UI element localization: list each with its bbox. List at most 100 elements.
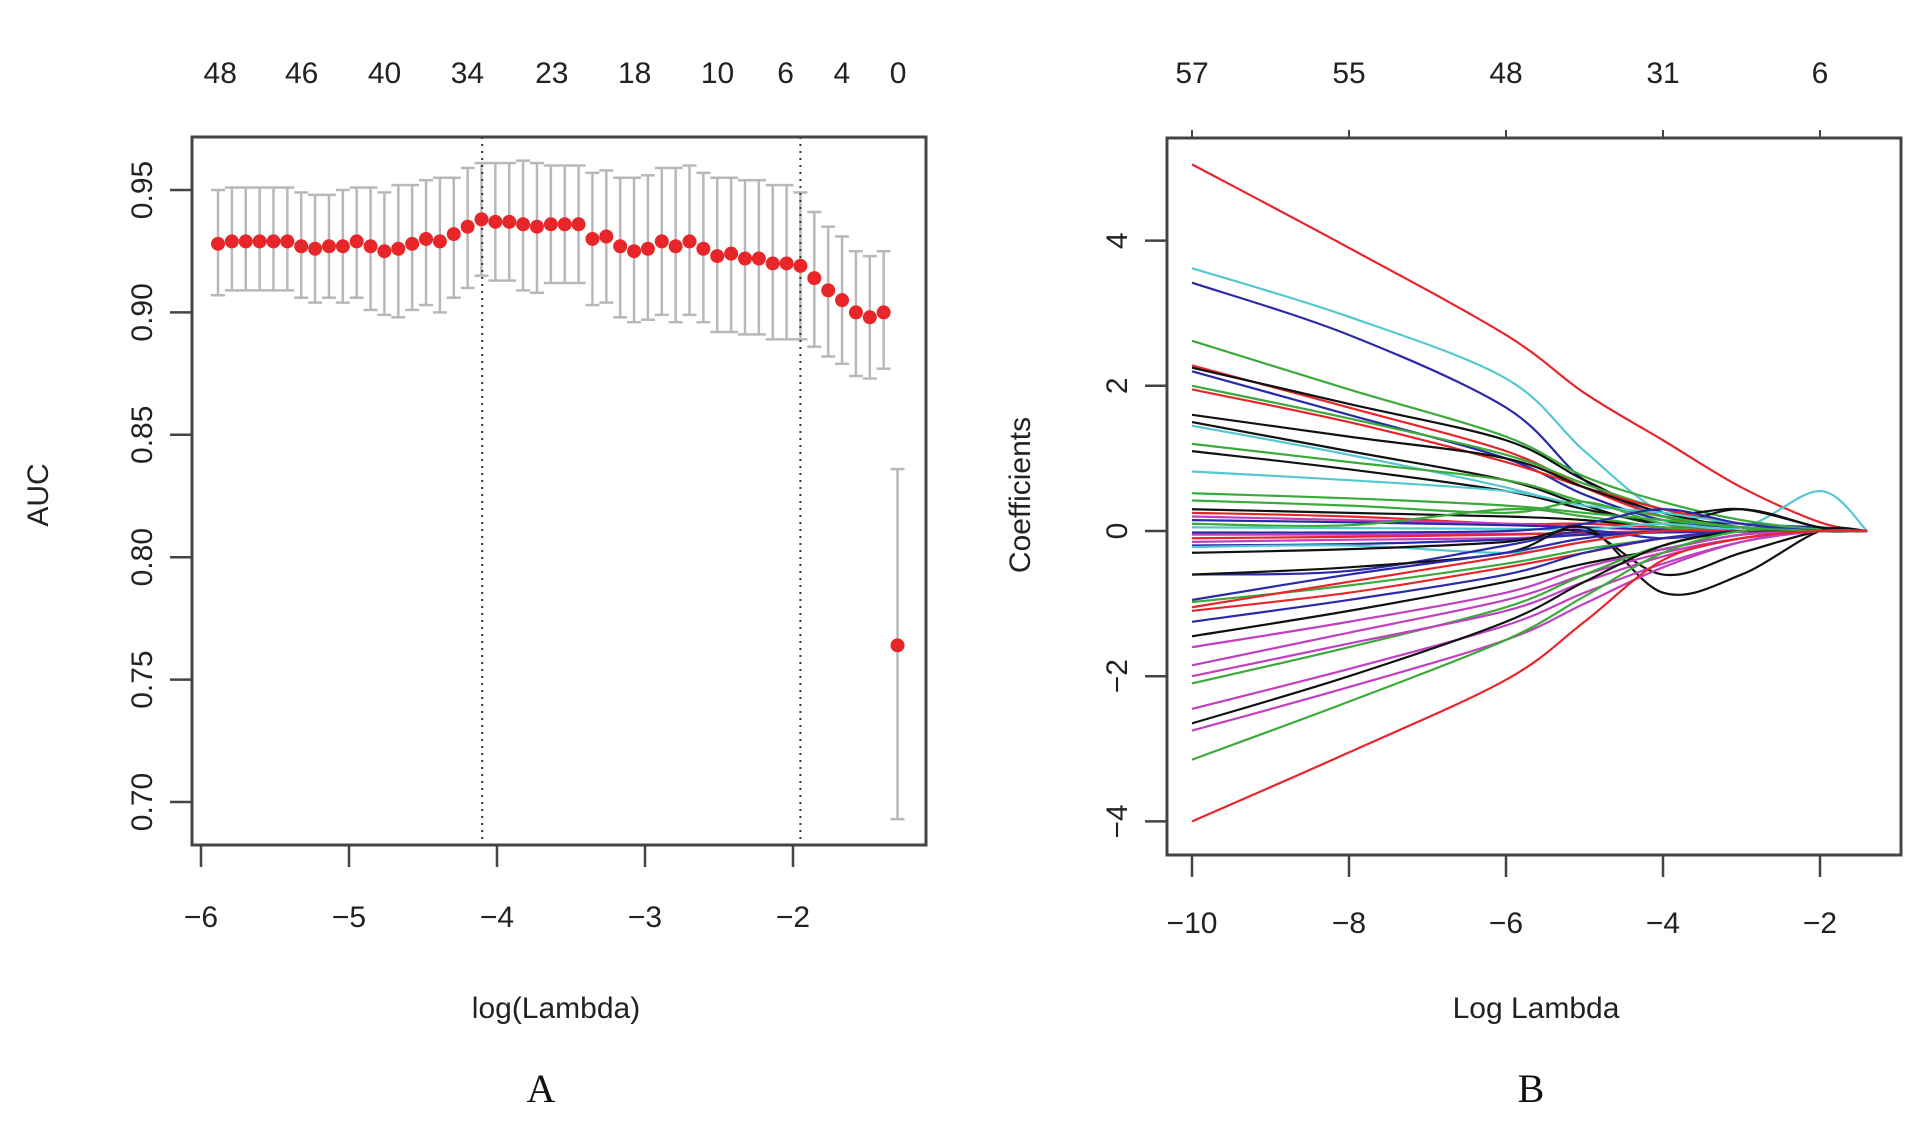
x-tick-label: −6 — [184, 901, 218, 934]
auc-point — [252, 234, 267, 249]
panel-a: −6 −5 −4 −3 −2 0.700.750.800.850.900.95 48 46… — [22, 57, 928, 1111]
auc-point — [405, 236, 420, 251]
top-tick-label: 18 — [618, 57, 651, 90]
auc-point — [543, 217, 558, 232]
x-tick-label: −6 — [1489, 907, 1523, 940]
top-tick-label: 57 — [1175, 57, 1208, 90]
y-axis-title: Coefficients — [1004, 417, 1037, 573]
auc-point — [613, 239, 628, 254]
auc-point — [876, 305, 891, 320]
plot-frame — [190, 135, 928, 847]
x-tick-label: −4 — [1646, 907, 1680, 940]
top-tick-label: 48 — [1489, 57, 1522, 90]
plot-frame — [1165, 136, 1903, 857]
auc-point — [294, 239, 309, 254]
auc-point — [682, 234, 697, 249]
auc-point — [793, 258, 808, 273]
coefficient-path — [1191, 528, 1868, 761]
auc-point — [419, 231, 434, 246]
top-axis: 48 46 40 34 23 18 10 6 4 0 — [204, 57, 907, 90]
coefficient-path — [1191, 529, 1868, 823]
auc-point — [654, 234, 669, 249]
auc-point — [710, 249, 725, 264]
coefficient-path — [1191, 421, 1868, 533]
auc-point — [474, 212, 489, 227]
auc-point — [571, 217, 586, 232]
top-tick-label: 6 — [1812, 57, 1829, 90]
top-tick-label: 23 — [535, 57, 568, 90]
coefficient-path — [1191, 525, 1868, 596]
auc-point — [460, 219, 475, 234]
auc-point — [585, 231, 600, 246]
coefficient-path — [1191, 339, 1868, 533]
auc-point — [835, 293, 850, 308]
auc-point — [807, 271, 822, 286]
top-tick-label: 0 — [890, 57, 907, 90]
top-axis: 57 55 48 31 6 — [1175, 57, 1828, 138]
x-tick-label: −3 — [628, 901, 662, 934]
auc-point — [696, 241, 711, 256]
y-tick-label: 0.70 — [126, 773, 159, 831]
y-tick-label: 0.90 — [126, 283, 159, 341]
top-tick-label: 4 — [833, 57, 850, 90]
coefficient-path — [1191, 163, 1868, 533]
auc-point — [363, 239, 378, 254]
auc-point — [349, 234, 364, 249]
auc-point — [751, 251, 766, 266]
auc-point — [502, 214, 517, 229]
y-tick-label: 0.75 — [126, 650, 159, 708]
auc-point — [516, 217, 531, 232]
top-tick-label: 48 — [204, 57, 237, 90]
auc-point — [377, 244, 392, 259]
x-tick-label: −4 — [480, 901, 514, 934]
x-tick-label: −2 — [1803, 907, 1837, 940]
top-tick-label: 34 — [451, 57, 484, 90]
x-axis-title: log(Lambda) — [472, 992, 640, 1025]
y-tick-label: 0 — [1101, 523, 1134, 540]
auc-point — [266, 234, 281, 249]
reference-lines — [481, 137, 802, 845]
top-tick-label: 10 — [701, 57, 734, 90]
y-axis: −4 −2 0 2 4 — [1101, 232, 1167, 839]
y-tick-label: 0.85 — [126, 406, 159, 464]
auc-point — [765, 256, 780, 271]
x-axis: −10 −8 −6 −4 −2 — [1167, 855, 1837, 940]
auc-point — [890, 638, 905, 653]
auc-point — [724, 246, 739, 261]
x-tick-label: −5 — [332, 901, 366, 934]
x-tick-label: −2 — [776, 901, 810, 934]
top-tick-label: 55 — [1332, 57, 1365, 90]
auc-point — [848, 305, 863, 320]
auc-point — [238, 234, 253, 249]
auc-point — [529, 219, 544, 234]
auc-point — [224, 234, 239, 249]
y-tick-label: −2 — [1101, 659, 1134, 693]
auc-point — [488, 214, 503, 229]
auc-point — [821, 283, 836, 298]
auc-point — [308, 241, 323, 256]
auc-point — [391, 241, 406, 256]
auc-point — [862, 310, 877, 325]
panel-b: −10 −8 −6 −4 −2 −4 −2 0 2 4 57 55 48 31 6 Log Lambda… — [1004, 57, 1903, 1111]
auc-point — [779, 256, 794, 271]
auc-point — [627, 244, 642, 259]
auc-point — [557, 217, 572, 232]
auc-point — [599, 229, 614, 244]
y-tick-label: 2 — [1101, 377, 1134, 394]
auc-point — [432, 234, 447, 249]
auc-point — [640, 241, 655, 256]
panel-label-b: B — [1518, 1066, 1545, 1111]
y-axis-title: AUC — [22, 463, 55, 526]
auc-point — [280, 234, 295, 249]
x-tick-label: −8 — [1332, 907, 1366, 940]
top-tick-label: 31 — [1646, 57, 1679, 90]
auc-points — [211, 212, 905, 653]
y-tick-label: 4 — [1101, 232, 1134, 249]
y-tick-label: −4 — [1101, 804, 1134, 838]
auc-point — [668, 239, 683, 254]
auc-point — [446, 227, 461, 242]
x-tick-label: −10 — [1167, 907, 1218, 940]
auc-point — [737, 251, 752, 266]
y-tick-label: 0.80 — [126, 528, 159, 586]
